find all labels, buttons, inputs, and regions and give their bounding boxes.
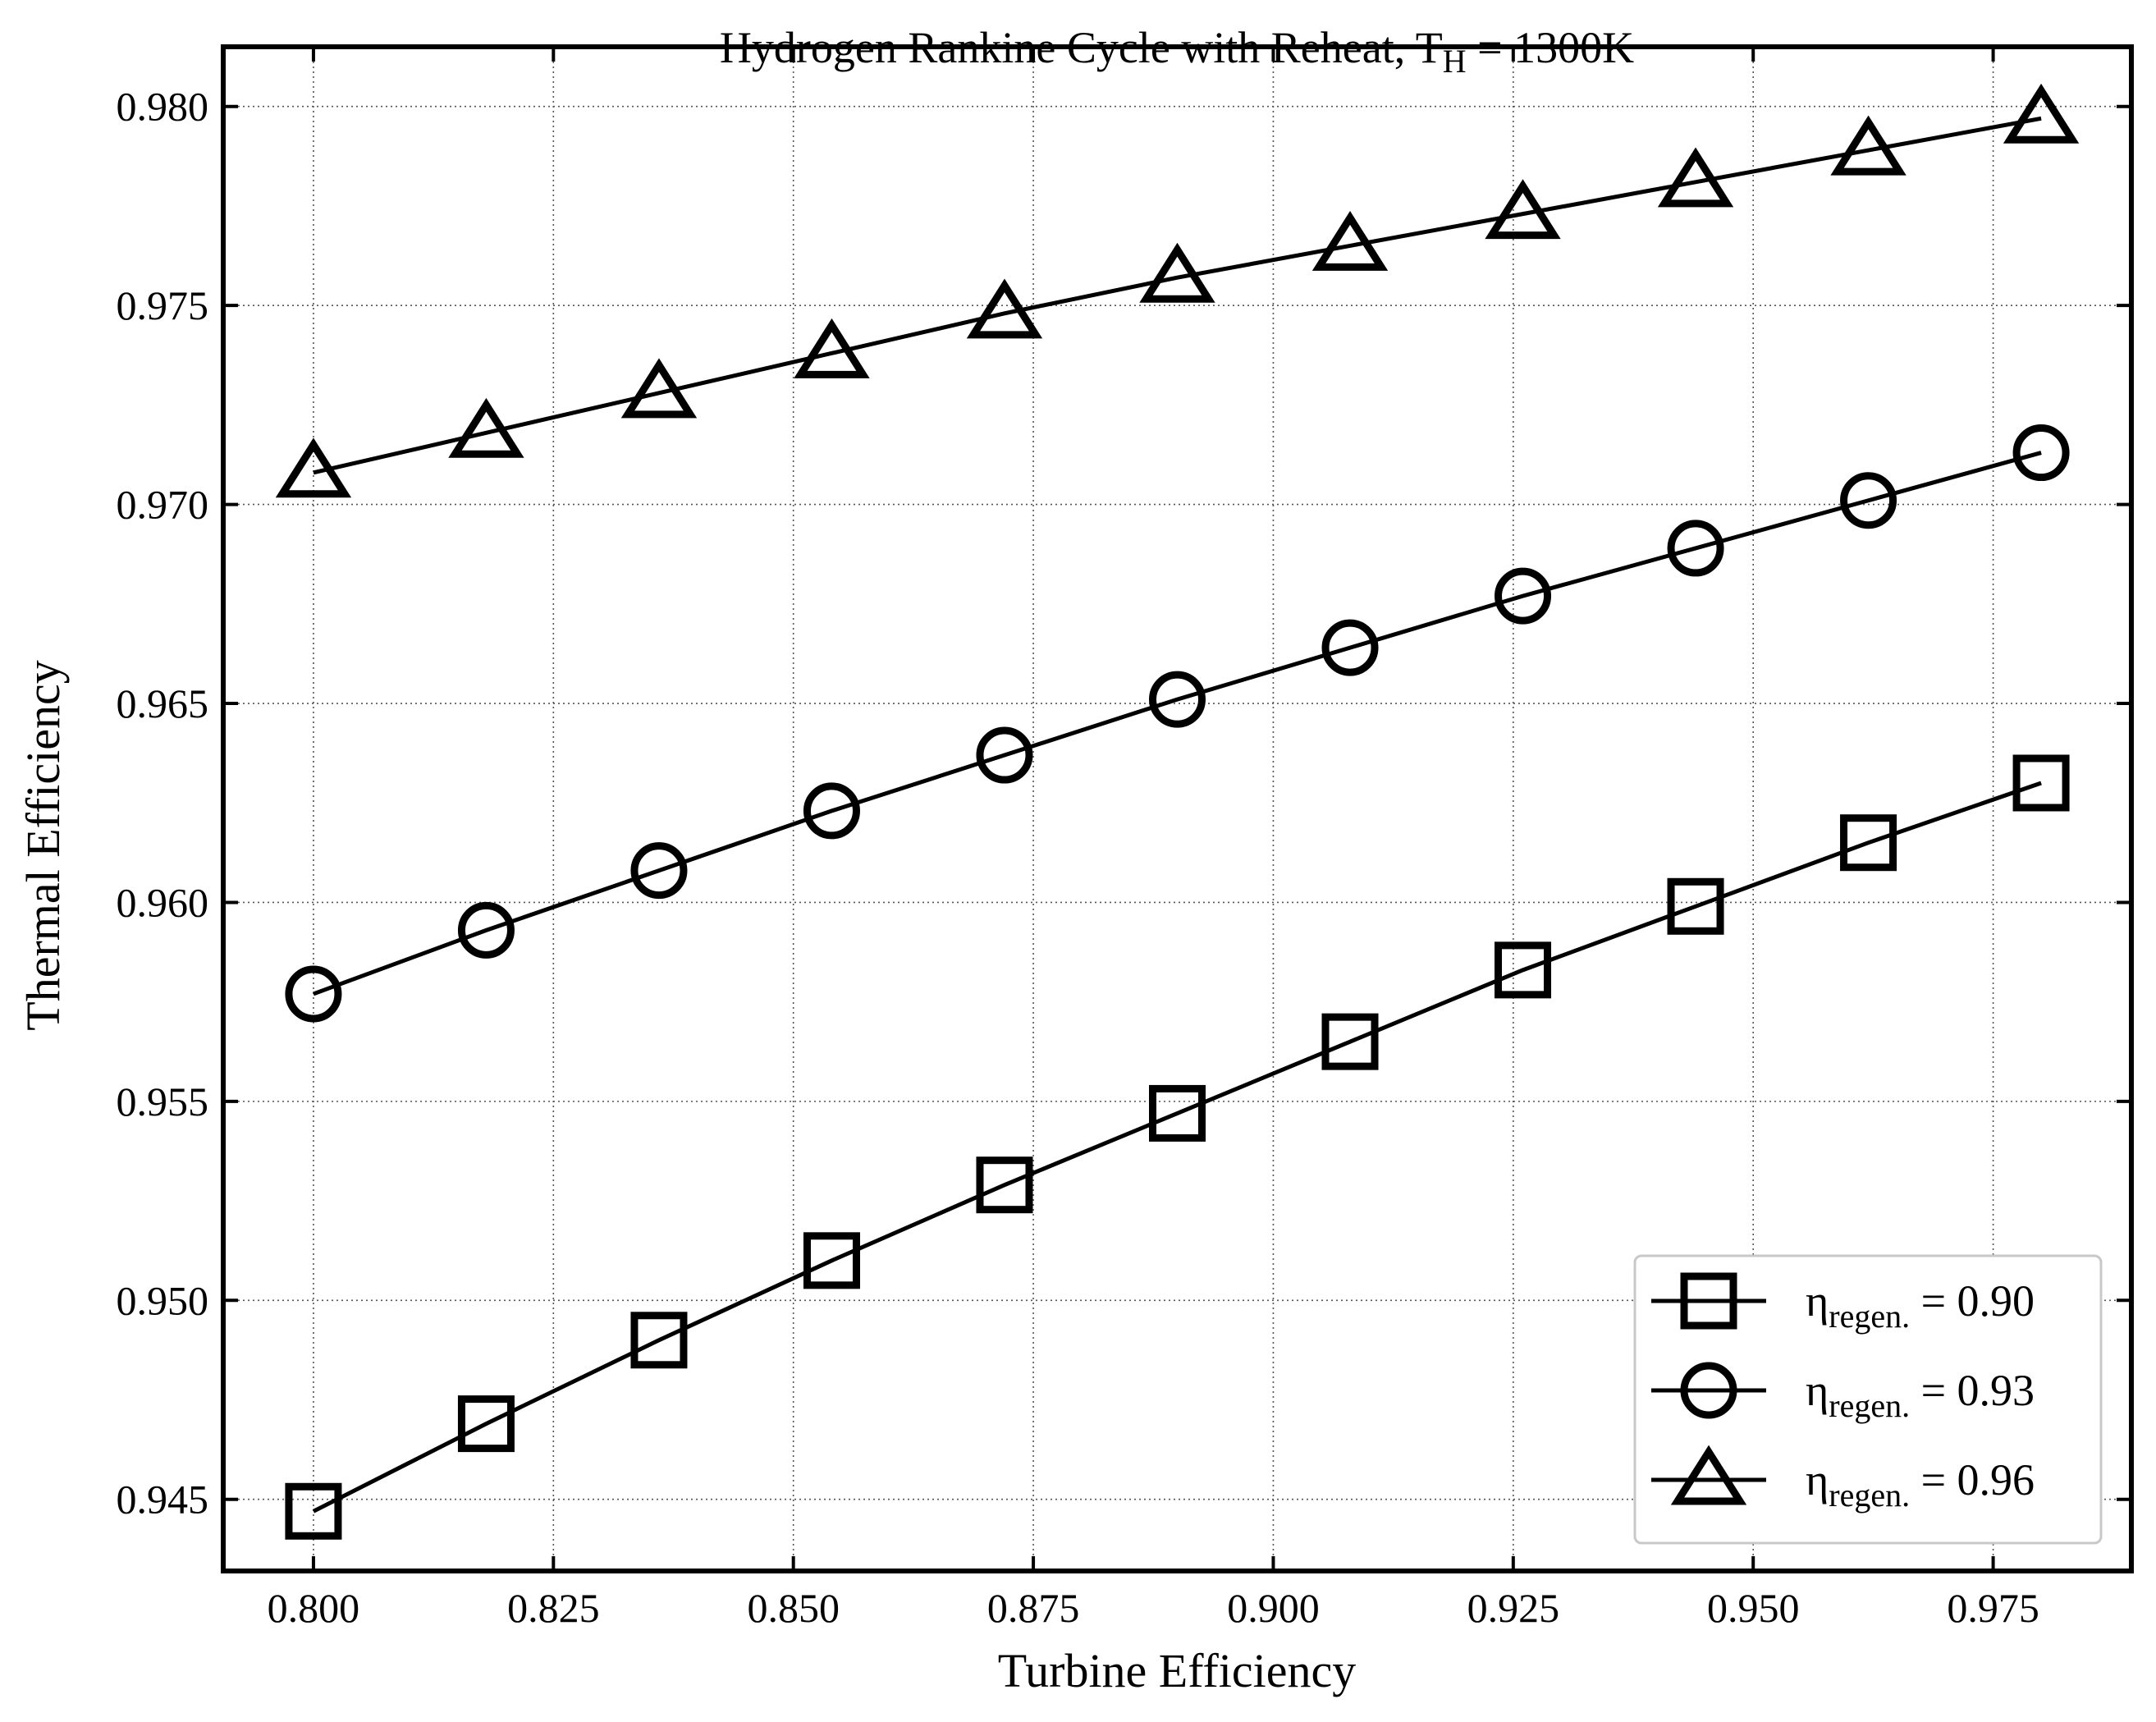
- y-tick-label: 0.955: [117, 1079, 209, 1124]
- y-tick-label: 0.960: [117, 879, 209, 925]
- data-point-triangle: [1657, 147, 1734, 208]
- y-tick-label: 0.945: [117, 1477, 209, 1523]
- x-tick-label: 0.900: [1227, 1585, 1320, 1631]
- data-point-triangle: [794, 318, 870, 378]
- data-point-circle: [1495, 567, 1552, 625]
- y-tick-label: 0.980: [117, 84, 209, 130]
- legend-subscript: regen.: [1829, 1477, 1910, 1514]
- chart-title: Hydrogen Rankine Cycle with Reheat, TH =…: [720, 23, 1634, 80]
- data-point-square: [630, 1312, 688, 1369]
- data-point-square: [1321, 1013, 1379, 1070]
- data-point-circle: [1667, 520, 1724, 577]
- legend-marker-triangle: [1670, 1445, 1747, 1505]
- series-square: [285, 754, 2070, 1540]
- y-tick-label: 0.970: [117, 482, 209, 528]
- y-axis-label: Thermal Efficiency: [16, 660, 70, 1030]
- data-point-circle: [976, 726, 1033, 784]
- data-point-circle: [630, 842, 688, 900]
- x-tick-label: 0.825: [507, 1585, 600, 1631]
- legend-box: [1633, 1254, 2103, 1545]
- series-circle: [285, 424, 2070, 1023]
- data-point-triangle: [966, 278, 1043, 339]
- legend-subscript: regen.: [1829, 1387, 1910, 1424]
- y-tick-label: 0.950: [117, 1277, 209, 1323]
- data-point-square: [2012, 754, 2070, 812]
- data-point-circle: [803, 782, 860, 840]
- data-point-circle: [2012, 424, 2070, 482]
- data-point-square: [976, 1156, 1033, 1214]
- data-point-square: [1667, 877, 1724, 935]
- legend-symbol: η: [1806, 1455, 1829, 1504]
- data-point-square: [1149, 1084, 1206, 1142]
- data-point-square: [1840, 814, 1897, 872]
- legend-marker-circle: [1680, 1362, 1737, 1419]
- data-point-triangle: [2003, 83, 2080, 144]
- data-point-square: [285, 1482, 342, 1540]
- series-line-circle: [313, 451, 2042, 996]
- y-tick-label: 0.965: [117, 680, 209, 726]
- series-triangle: [275, 83, 2080, 498]
- data-point-circle: [1840, 472, 1897, 529]
- legend-label-square: ηregen. = 0.90: [1806, 1276, 2035, 1335]
- legend-value: = 0.93: [1910, 1366, 2035, 1415]
- data-point-triangle: [1830, 115, 1907, 176]
- legend-value: = 0.96: [1910, 1455, 2035, 1504]
- legend-marker-square: [1680, 1272, 1737, 1330]
- data-point-triangle: [448, 397, 524, 458]
- legend-label-circle: ηregen. = 0.93: [1806, 1366, 2035, 1424]
- legend-symbol: η: [1806, 1366, 1829, 1415]
- data-point-circle: [1321, 619, 1379, 676]
- x-tick-label: 0.800: [268, 1585, 360, 1631]
- series-line-square: [312, 781, 2042, 1514]
- tick-layer: 0.800 0.825 0.850 0.875 0.900 0.925 0.950 0.975…: [117, 47, 2131, 1631]
- legend-symbol: η: [1806, 1276, 1829, 1326]
- x-tick-label: 0.850: [747, 1585, 840, 1631]
- data-point-square: [803, 1232, 860, 1289]
- plot-frame: [221, 44, 2134, 1573]
- x-tick-label: 0.925: [1467, 1585, 1560, 1631]
- x-tick-label: 0.950: [1707, 1585, 1800, 1631]
- x-axis-label: Turbine Efficiency: [998, 1644, 1357, 1697]
- data-point-triangle: [1311, 211, 1389, 271]
- legend-subscript: regen.: [1829, 1298, 1910, 1335]
- data-point-circle: [1149, 671, 1206, 728]
- legend-value: = 0.90: [1910, 1276, 2035, 1326]
- data-point-triangle: [620, 358, 698, 419]
- series-layer: [275, 83, 2080, 1540]
- series-line-triangle: [313, 116, 2042, 475]
- data-point-triangle: [1139, 242, 1215, 303]
- y-tick-label: 0.975: [117, 282, 209, 328]
- data-point-circle: [285, 965, 342, 1023]
- data-point-triangle: [275, 437, 352, 498]
- data-point-square: [1495, 941, 1552, 999]
- data-point-triangle: [1485, 179, 1561, 240]
- data-point-circle: [457, 901, 515, 959]
- legend-label-triangle: ηregen. = 0.96: [1806, 1455, 2035, 1514]
- x-tick-label: 0.975: [1947, 1585, 2039, 1631]
- data-point-square: [457, 1395, 515, 1453]
- x-tick-label: 0.875: [987, 1585, 1080, 1631]
